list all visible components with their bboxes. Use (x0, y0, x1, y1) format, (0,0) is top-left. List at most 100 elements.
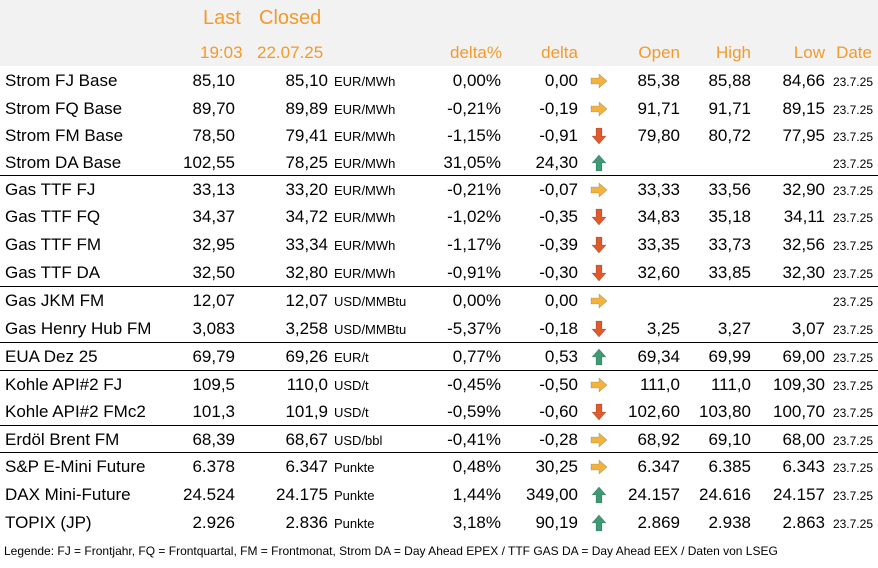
closed-cell: 2.836 (285, 513, 328, 532)
date-cell: 23.7.25 (832, 211, 873, 225)
high-cell: 80,72 (708, 126, 751, 145)
last-cell: 109,5 (192, 375, 235, 394)
closed-cell: 101,9 (285, 402, 328, 421)
delta-cell: 0,00 (544, 71, 578, 90)
date-cell: 23.7.25 (832, 103, 873, 117)
unit-cell: EUR/MWh (334, 183, 396, 198)
delta-cell: 24,30 (535, 153, 578, 172)
high-cell: 33,85 (708, 263, 751, 282)
up-arrow-icon (590, 154, 608, 172)
last-cell: 3,083 (192, 319, 235, 338)
date-cell: 23.7.25 (832, 517, 873, 531)
high-cell: 2.938 (708, 513, 751, 532)
date-cell: 23.7.25 (832, 434, 873, 448)
instrument-name: Kohle API#2 FJ (5, 375, 123, 394)
delta-pct-cell: -0,59% (447, 402, 501, 421)
date-cell: 23.7.25 (832, 351, 873, 365)
last-cell: 32,50 (192, 263, 235, 282)
date-cell: 23.7.25 (832, 323, 873, 337)
right-arrow-icon (590, 458, 608, 476)
unit-cell: Punkte (334, 516, 375, 531)
open-cell: 68,92 (637, 430, 680, 449)
table-row: Gas JKM FM 12,07 12,07 USD/MMBtu 0,00% 0,00 23… (0, 287, 878, 314)
down-arrow-icon (590, 264, 608, 282)
last-cell: 6.378 (192, 457, 235, 476)
up-arrow-icon (590, 486, 608, 504)
unit-cell: EUR/MWh (334, 129, 396, 144)
delta-cell: -0,60 (539, 402, 578, 421)
table-row: Strom FQ Base 89,70 89,89 EUR/MWh -0,21% -0,1… (0, 95, 878, 122)
open-cell: 32,60 (637, 263, 680, 282)
high-cell: 3,27 (717, 319, 751, 338)
legend-note: Legende: FJ = Frontjahr, FQ = Frontquart… (4, 544, 778, 558)
open-cell: 79,80 (637, 126, 680, 145)
last-cell: 78,50 (192, 126, 235, 145)
group-divider (0, 452, 878, 453)
table-row: Strom DA Base 102,55 78,25 EUR/MWh 31,05% 24,… (0, 149, 878, 176)
unit-cell: EUR/MWh (334, 238, 396, 253)
delta-cell: 30,25 (535, 457, 578, 476)
delta-cell: -0,28 (539, 430, 578, 449)
date-cell: 23.7.25 (832, 406, 873, 420)
open-cell: 33,35 (637, 235, 680, 254)
high-cell: 35,18 (708, 207, 751, 226)
delta-pct-cell: -1,17% (447, 235, 501, 254)
unit-cell: EUR/MWh (334, 102, 396, 117)
closed-cell: 24.175 (276, 485, 328, 504)
low-cell: 6.343 (782, 457, 825, 476)
date-cell: 23.7.25 (832, 295, 873, 309)
open-cell: 102,60 (628, 402, 680, 421)
closed-header: Closed (259, 7, 322, 29)
delta-cell: -0,07 (539, 180, 578, 199)
open-cell: 33,33 (637, 180, 680, 199)
last-cell: 24.524 (183, 485, 235, 504)
table-header: Last Closed 19:03 22.07.25 delta% delta … (0, 0, 878, 66)
date-cell: 23.7.25 (832, 379, 873, 393)
last-cell: 85,10 (192, 71, 235, 90)
down-arrow-icon (590, 403, 608, 421)
delta-pct-cell: -1,15% (447, 126, 501, 145)
closed-cell: 12,07 (285, 291, 328, 310)
delta-cell: -0,39 (539, 235, 578, 254)
delta-pct-cell: 0,00% (452, 71, 501, 90)
right-arrow-icon (590, 100, 608, 118)
last-cell: 101,3 (192, 402, 235, 421)
date-cell: 23.7.25 (832, 184, 873, 198)
open-cell: 34,83 (637, 207, 680, 226)
group-divider (0, 370, 878, 371)
last-cell: 68,39 (192, 430, 235, 449)
right-arrow-icon (590, 72, 608, 90)
instrument-name: Strom FQ Base (5, 99, 123, 118)
low-cell: 32,30 (782, 263, 825, 282)
unit-cell: USD/t (334, 405, 369, 420)
unit-cell: EUR/MWh (334, 266, 396, 281)
table-row: EUA Dez 25 69,79 69,26 EUR/t 0,77% 0,53 69,34 6… (0, 343, 878, 370)
low-cell: 84,66 (782, 71, 825, 90)
low-cell: 109,30 (773, 375, 825, 394)
last-cell: 89,70 (192, 99, 235, 118)
table-row: Kohle API#2 FJ 109,5 110,0 USD/t -0,45% -0,50… (0, 371, 878, 398)
table-row: Strom FJ Base 85,10 85,10 EUR/MWh 0,00% 0,00 8… (0, 67, 878, 94)
low-cell: 69,00 (782, 347, 825, 366)
closed-cell: 110,0 (286, 375, 328, 394)
low-cell: 32,56 (782, 235, 825, 254)
instrument-name: Strom FJ Base (5, 71, 118, 90)
high-cell: 33,56 (708, 180, 751, 199)
instrument-name: Erdöl Brent FM (5, 430, 120, 449)
open-cell: 2.869 (637, 513, 680, 532)
last-cell: 34,37 (192, 207, 235, 226)
closed-cell: 33,20 (285, 180, 328, 199)
delta-pct-cell: -0,21% (447, 99, 501, 118)
table-row: Gas TTF FQ 34,37 34,72 EUR/MWh -1,02% -0,35 34… (0, 203, 878, 230)
low-cell: 68,00 (782, 430, 825, 449)
low-header: Low (793, 43, 825, 62)
low-cell: 32,90 (782, 180, 825, 199)
high-cell: 103,80 (699, 402, 751, 421)
instrument-name: Strom DA Base (5, 153, 122, 172)
down-arrow-icon (590, 127, 608, 145)
table-row: Gas Henry Hub FM 3,083 3,258 USD/MMBtu -5,37… (0, 315, 878, 342)
unit-cell: EUR/t (334, 350, 369, 365)
down-arrow-icon (590, 208, 608, 226)
right-arrow-icon (590, 181, 608, 199)
right-arrow-icon (590, 376, 608, 394)
